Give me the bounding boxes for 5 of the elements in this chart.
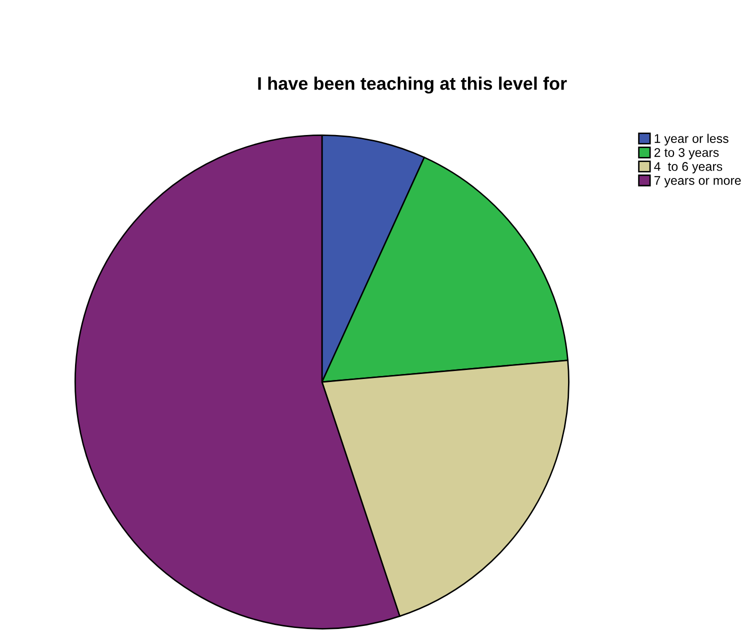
legend-label: 1 year or less — [654, 134, 728, 146]
legend-label: 4 to 6 years — [654, 162, 722, 174]
legend-label: 7 years or more — [654, 176, 741, 188]
chart-title: I have been teaching at this level for — [258, 76, 567, 94]
legend-label: 2 to 3 years — [654, 148, 719, 160]
